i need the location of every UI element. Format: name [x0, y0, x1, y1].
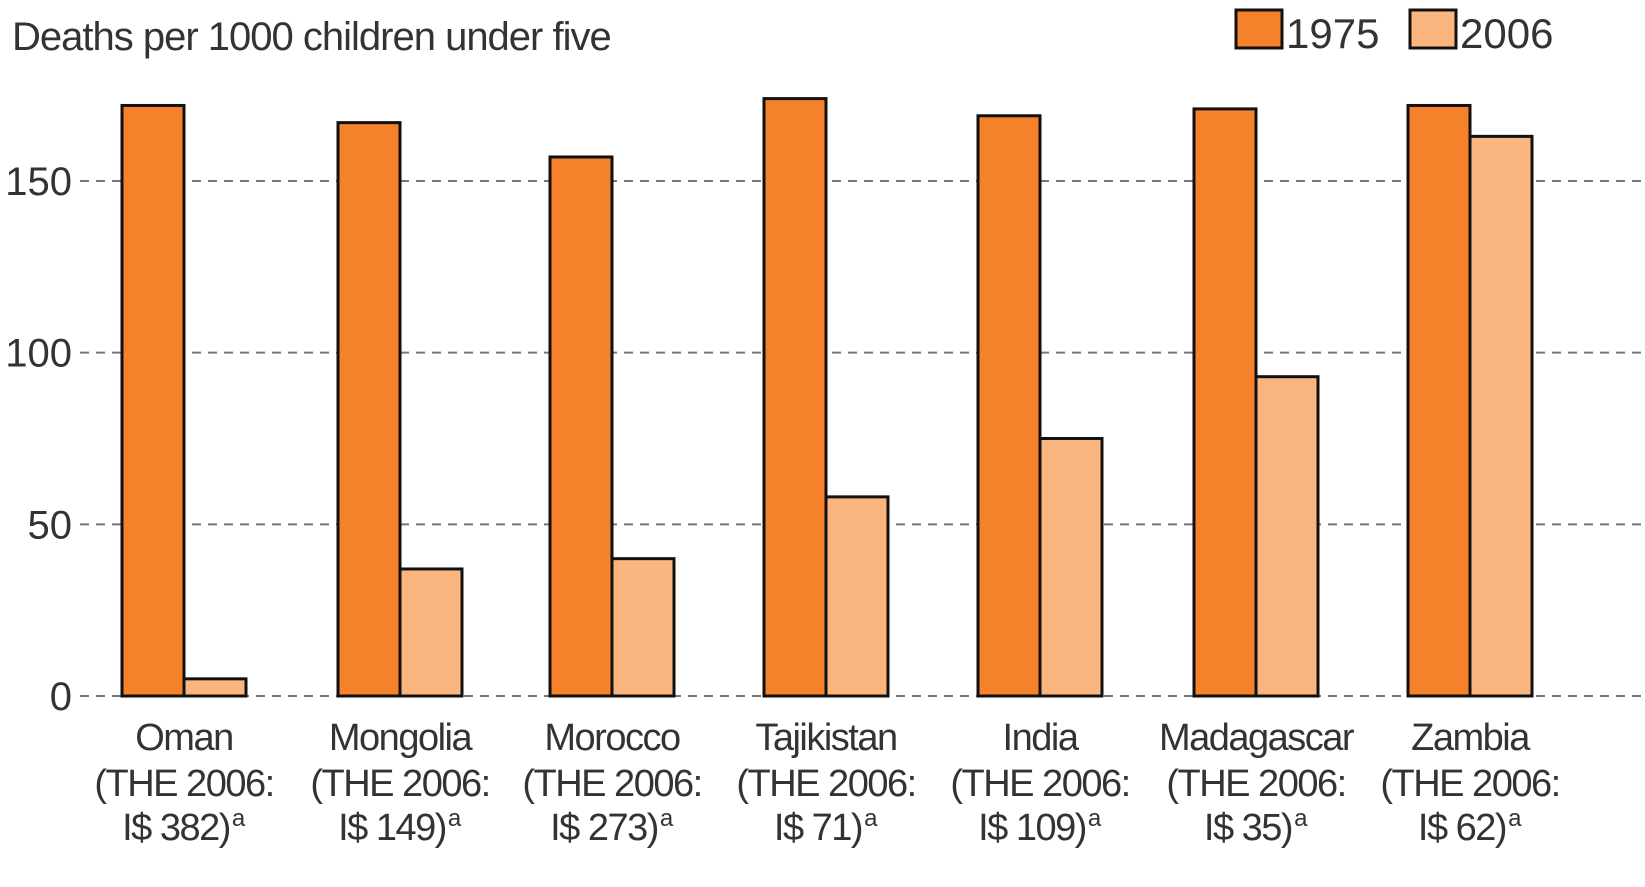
- bar-2006-mongolia: [398, 567, 464, 698]
- bar-1975-tajikistan: [762, 97, 828, 698]
- legend-swatch-2006: [1408, 8, 1458, 50]
- bar-2006-tajikistan: [824, 495, 890, 698]
- bars: [120, 97, 1534, 698]
- x-tick-income-label: I$ 35): [1204, 807, 1292, 849]
- y-tick-label: 50: [28, 503, 73, 547]
- bar-1975-mongolia: [336, 121, 402, 698]
- y-tick-label: 100: [5, 332, 72, 376]
- bar-2006-zambia: [1468, 134, 1534, 698]
- footnote-marker: a: [448, 805, 462, 832]
- footnote-marker: a: [1508, 805, 1522, 832]
- bar-2006-madagascar: [1254, 375, 1320, 698]
- x-tick-label: Oman: [135, 717, 232, 759]
- bar-1975-zambia: [1406, 103, 1472, 698]
- bar-2006-india: [1038, 437, 1104, 698]
- bar-2006-oman: [182, 677, 248, 698]
- x-tick-label: Morocco: [544, 717, 680, 759]
- x-tick-sublabel: (THE 2006:: [736, 763, 915, 805]
- x-tick-label: Tajikistan: [755, 717, 896, 759]
- x-tick-label: Madagascar: [1159, 717, 1355, 759]
- x-tick-sublabel: (THE 2006:: [950, 763, 1129, 805]
- x-tick-income-label: I$ 62): [1418, 807, 1506, 849]
- footnote-marker: a: [864, 805, 878, 832]
- x-tick-sublabel: (THE 2006:: [310, 763, 489, 805]
- bar-2006-morocco: [610, 557, 676, 698]
- bar-1975-india: [976, 114, 1042, 698]
- bar-1975-madagascar: [1192, 107, 1258, 698]
- x-tick-sublabel: (THE 2006:: [94, 763, 273, 805]
- x-tick-label: Zambia: [1411, 717, 1531, 759]
- x-tick-income-label: I$ 109): [978, 807, 1086, 849]
- footnote-marker: a: [1294, 805, 1308, 832]
- legend-label-2006: 2006: [1460, 10, 1553, 57]
- x-tick-income-label: I$ 273): [550, 807, 658, 849]
- x-tick-income-label: I$ 149): [338, 807, 446, 849]
- bar-1975-morocco: [548, 155, 614, 698]
- x-tick-sublabel: (THE 2006:: [1380, 763, 1559, 805]
- x-tick-label: India: [1003, 717, 1080, 759]
- footnote-marker: a: [232, 805, 246, 832]
- x-tick-income-label: I$ 71): [774, 807, 862, 849]
- legend: 1975 2006: [1234, 8, 1553, 57]
- legend-swatch-1975: [1234, 8, 1284, 50]
- y-tick-label: 150: [5, 160, 72, 204]
- legend-label-1975: 1975: [1286, 10, 1379, 57]
- y-axis-label: Deaths per 1000 children under five: [12, 15, 611, 59]
- y-axis-ticks: 0 50 100 150: [5, 160, 72, 719]
- footnote-marker: a: [660, 805, 674, 832]
- y-tick-label: 0: [50, 675, 72, 719]
- x-tick-income-label: I$ 382): [122, 807, 230, 849]
- x-tick-label: Mongolia: [329, 717, 474, 759]
- footnote-marker: a: [1088, 805, 1102, 832]
- bar-1975-oman: [120, 103, 186, 698]
- x-tick-sublabel: (THE 2006:: [1166, 763, 1345, 805]
- x-tick-sublabel: (THE 2006:: [522, 763, 701, 805]
